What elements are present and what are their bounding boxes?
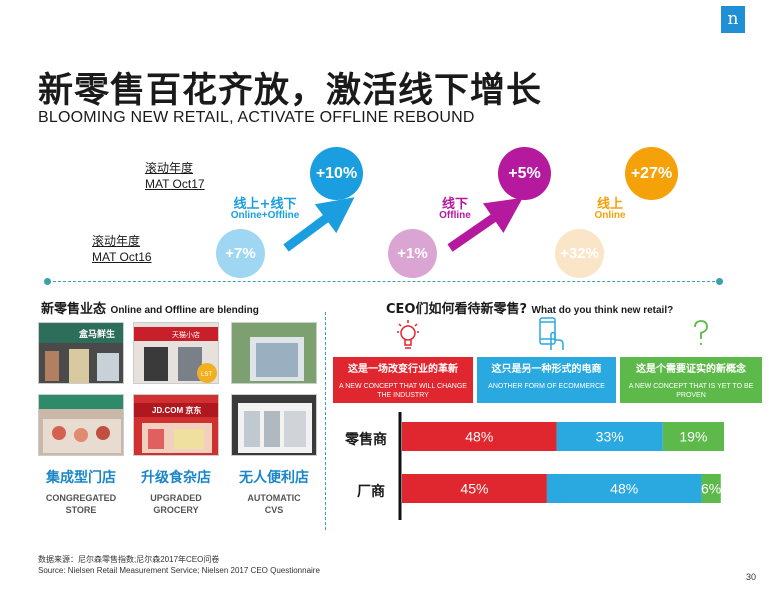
upgraded-grocery-photo-2: JD.COM 京东 — [133, 394, 219, 456]
right-section-cn: CEO们如何看待新零售? — [386, 302, 528, 317]
bar-row0-series1 — [556, 422, 663, 451]
row-label-manufacturer: 厂商 — [357, 484, 385, 500]
automatic-cvs-photo-1 — [231, 322, 317, 384]
format-congregated-cn: 集成型门店 — [46, 470, 116, 486]
offline-curr-circle: +5% — [498, 147, 551, 200]
bar-row1-series1 — [546, 474, 702, 503]
concept-ecommerce-cn: 这只是另一种形式的电商 — [491, 364, 602, 375]
online-offline-prev-circle: +7% — [216, 229, 265, 278]
source-note: 数据来源：尼尔森零售指数;尼尔森2017年CEO问卷 Source: Niels… — [38, 554, 320, 576]
congregated-store-photo-2 — [38, 394, 124, 456]
concept-revolution-cn: 这是一场改变行业的革新 — [348, 364, 458, 375]
right-section-heading: CEO们如何看待新零售? What do you think new retai… — [386, 298, 673, 317]
nielsen-logo: n — [721, 6, 745, 33]
mat-oct16-en: MAT Oct16 — [92, 250, 152, 264]
bar-label-row0-series2: 19% — [679, 429, 707, 445]
page-title: 新零售百花齐放，激活线下增长 — [38, 71, 543, 111]
bar-label-row0-series0: 48% — [465, 429, 493, 445]
online-label-en: Online — [594, 210, 626, 221]
question-icon — [690, 318, 712, 348]
online-offline-curr-circle: +10% — [310, 147, 363, 200]
offline-label-en: Offline — [439, 210, 471, 221]
tmall-sign: 天猫小店 — [172, 330, 200, 339]
ceo-opinion-stacked-bar-chart: 48% 33% 19% 45% 48% 6% — [398, 412, 724, 520]
bar-row0-series0 — [402, 422, 557, 451]
phone-touch-icon — [537, 316, 567, 354]
left-section-cn: 新零售业态 — [41, 302, 107, 317]
bar-label-row1-series2: 6% — [701, 481, 721, 497]
mat-oct16-cn: 滚动年度 — [92, 234, 141, 248]
online-label-cn: 线上 — [596, 197, 623, 212]
source-note-en: Source: Nielsen Retail Measurement Servi… — [38, 566, 320, 575]
offline-growth-arrow — [447, 197, 523, 252]
congregated-store-photo-1: 盒马鲜生 — [38, 322, 124, 384]
timeline-dot-left — [44, 278, 51, 285]
concept-unproven-en: A NEW CONCEPT THAT IS YET TO BE PROVEN — [628, 383, 754, 399]
left-section-en: Online and Offline are blending — [110, 305, 259, 316]
format-cvs-cn: 无人便利店 — [239, 470, 309, 486]
bar-label-row0-series1: 33% — [596, 429, 624, 445]
format-congregated-en-line1: CONGREGATED — [45, 493, 117, 503]
bar-row1-series0 — [402, 474, 547, 503]
source-note-cn: 数据来源：尼尔森零售指数;尼尔森2017年CEO问卷 — [38, 555, 220, 564]
page-subtitle: BLOOMING NEW RETAIL, ACTIVATE OFFLINE RE… — [38, 109, 475, 126]
hema-sign: 盒马鲜生 — [78, 328, 115, 339]
online-offline-label-en: Online+Offline — [230, 210, 300, 221]
concept-unproven-cn: 这是个需要证实的新概念 — [636, 364, 746, 375]
format-grocery-en: UPGRADED GROCERY — [123, 492, 229, 516]
online-offline-growth-arrow — [283, 197, 355, 252]
format-congregated-en: CONGREGATED STORE — [28, 492, 134, 516]
format-grocery-cn: 升级食杂店 — [141, 470, 211, 486]
right-section-en: What do you think new retail? — [531, 305, 674, 316]
lightbulb-icon — [395, 318, 421, 352]
concept-box-unproven: 这是个需要证实的新概念 A NEW CONCEPT THAT IS YET TO… — [620, 357, 762, 403]
timeline-dot-right — [716, 278, 723, 285]
bar-label-row1-series1: 48% — [610, 481, 638, 497]
bar-row0-series2 — [662, 422, 724, 451]
lst-badge: LST — [201, 372, 212, 378]
upgraded-grocery-photo-1: 天猫小店 LST — [133, 322, 219, 384]
mat-oct17-cn: 滚动年度 — [145, 161, 194, 175]
online-offline-label-cn: 线上+线下 — [233, 197, 297, 212]
mat-oct16-label: 滚动年度 MAT Oct16 — [92, 233, 152, 265]
left-section-heading: 新零售业态 Online and Offline are blending — [41, 298, 259, 317]
online-curr-circle: +27% — [625, 147, 678, 200]
concept-ecommerce-en: ANOTHER FORM OF ECOMMERCE — [488, 383, 605, 390]
online-prev-circle: +32% — [555, 229, 604, 278]
section-divider — [325, 312, 326, 530]
format-cvs-en-line1: AUTOMATIC — [247, 493, 301, 503]
bar-row1-series2 — [701, 474, 721, 503]
row-label-retailer: 零售商 — [345, 432, 387, 448]
jd-sign: JD.COM 京东 — [152, 405, 201, 415]
automatic-cvs-photo-2 — [231, 394, 317, 456]
format-grocery-en-line1: UPGRADED — [150, 493, 202, 503]
format-cvs-en-line2: CVS — [264, 505, 284, 515]
mat-oct17-en: MAT Oct17 — [145, 177, 205, 191]
timeline-divider — [48, 281, 720, 282]
format-cvs-en: AUTOMATIC CVS — [221, 492, 327, 516]
concept-box-revolution: 这是一场改变行业的革新 A NEW CONCEPT THAT WILL CHAN… — [333, 357, 473, 403]
concept-revolution-en: A NEW CONCEPT THAT WILL CHANGE THE INDUS… — [339, 383, 467, 399]
bar-label-row1-series0: 45% — [460, 481, 488, 497]
format-congregated-en-line2: STORE — [65, 505, 97, 515]
offline-label-cn: 线下 — [441, 197, 468, 212]
page-number: 30 — [746, 572, 757, 582]
format-grocery-en-line2: GROCERY — [153, 505, 199, 515]
growth-arrows — [283, 197, 523, 252]
mat-oct17-label: 滚动年度 MAT Oct17 — [145, 160, 205, 192]
concept-box-ecommerce: 这只是另一种形式的电商 ANOTHER FORM OF ECOMMERCE — [477, 357, 616, 403]
offline-prev-circle: +1% — [388, 229, 437, 278]
